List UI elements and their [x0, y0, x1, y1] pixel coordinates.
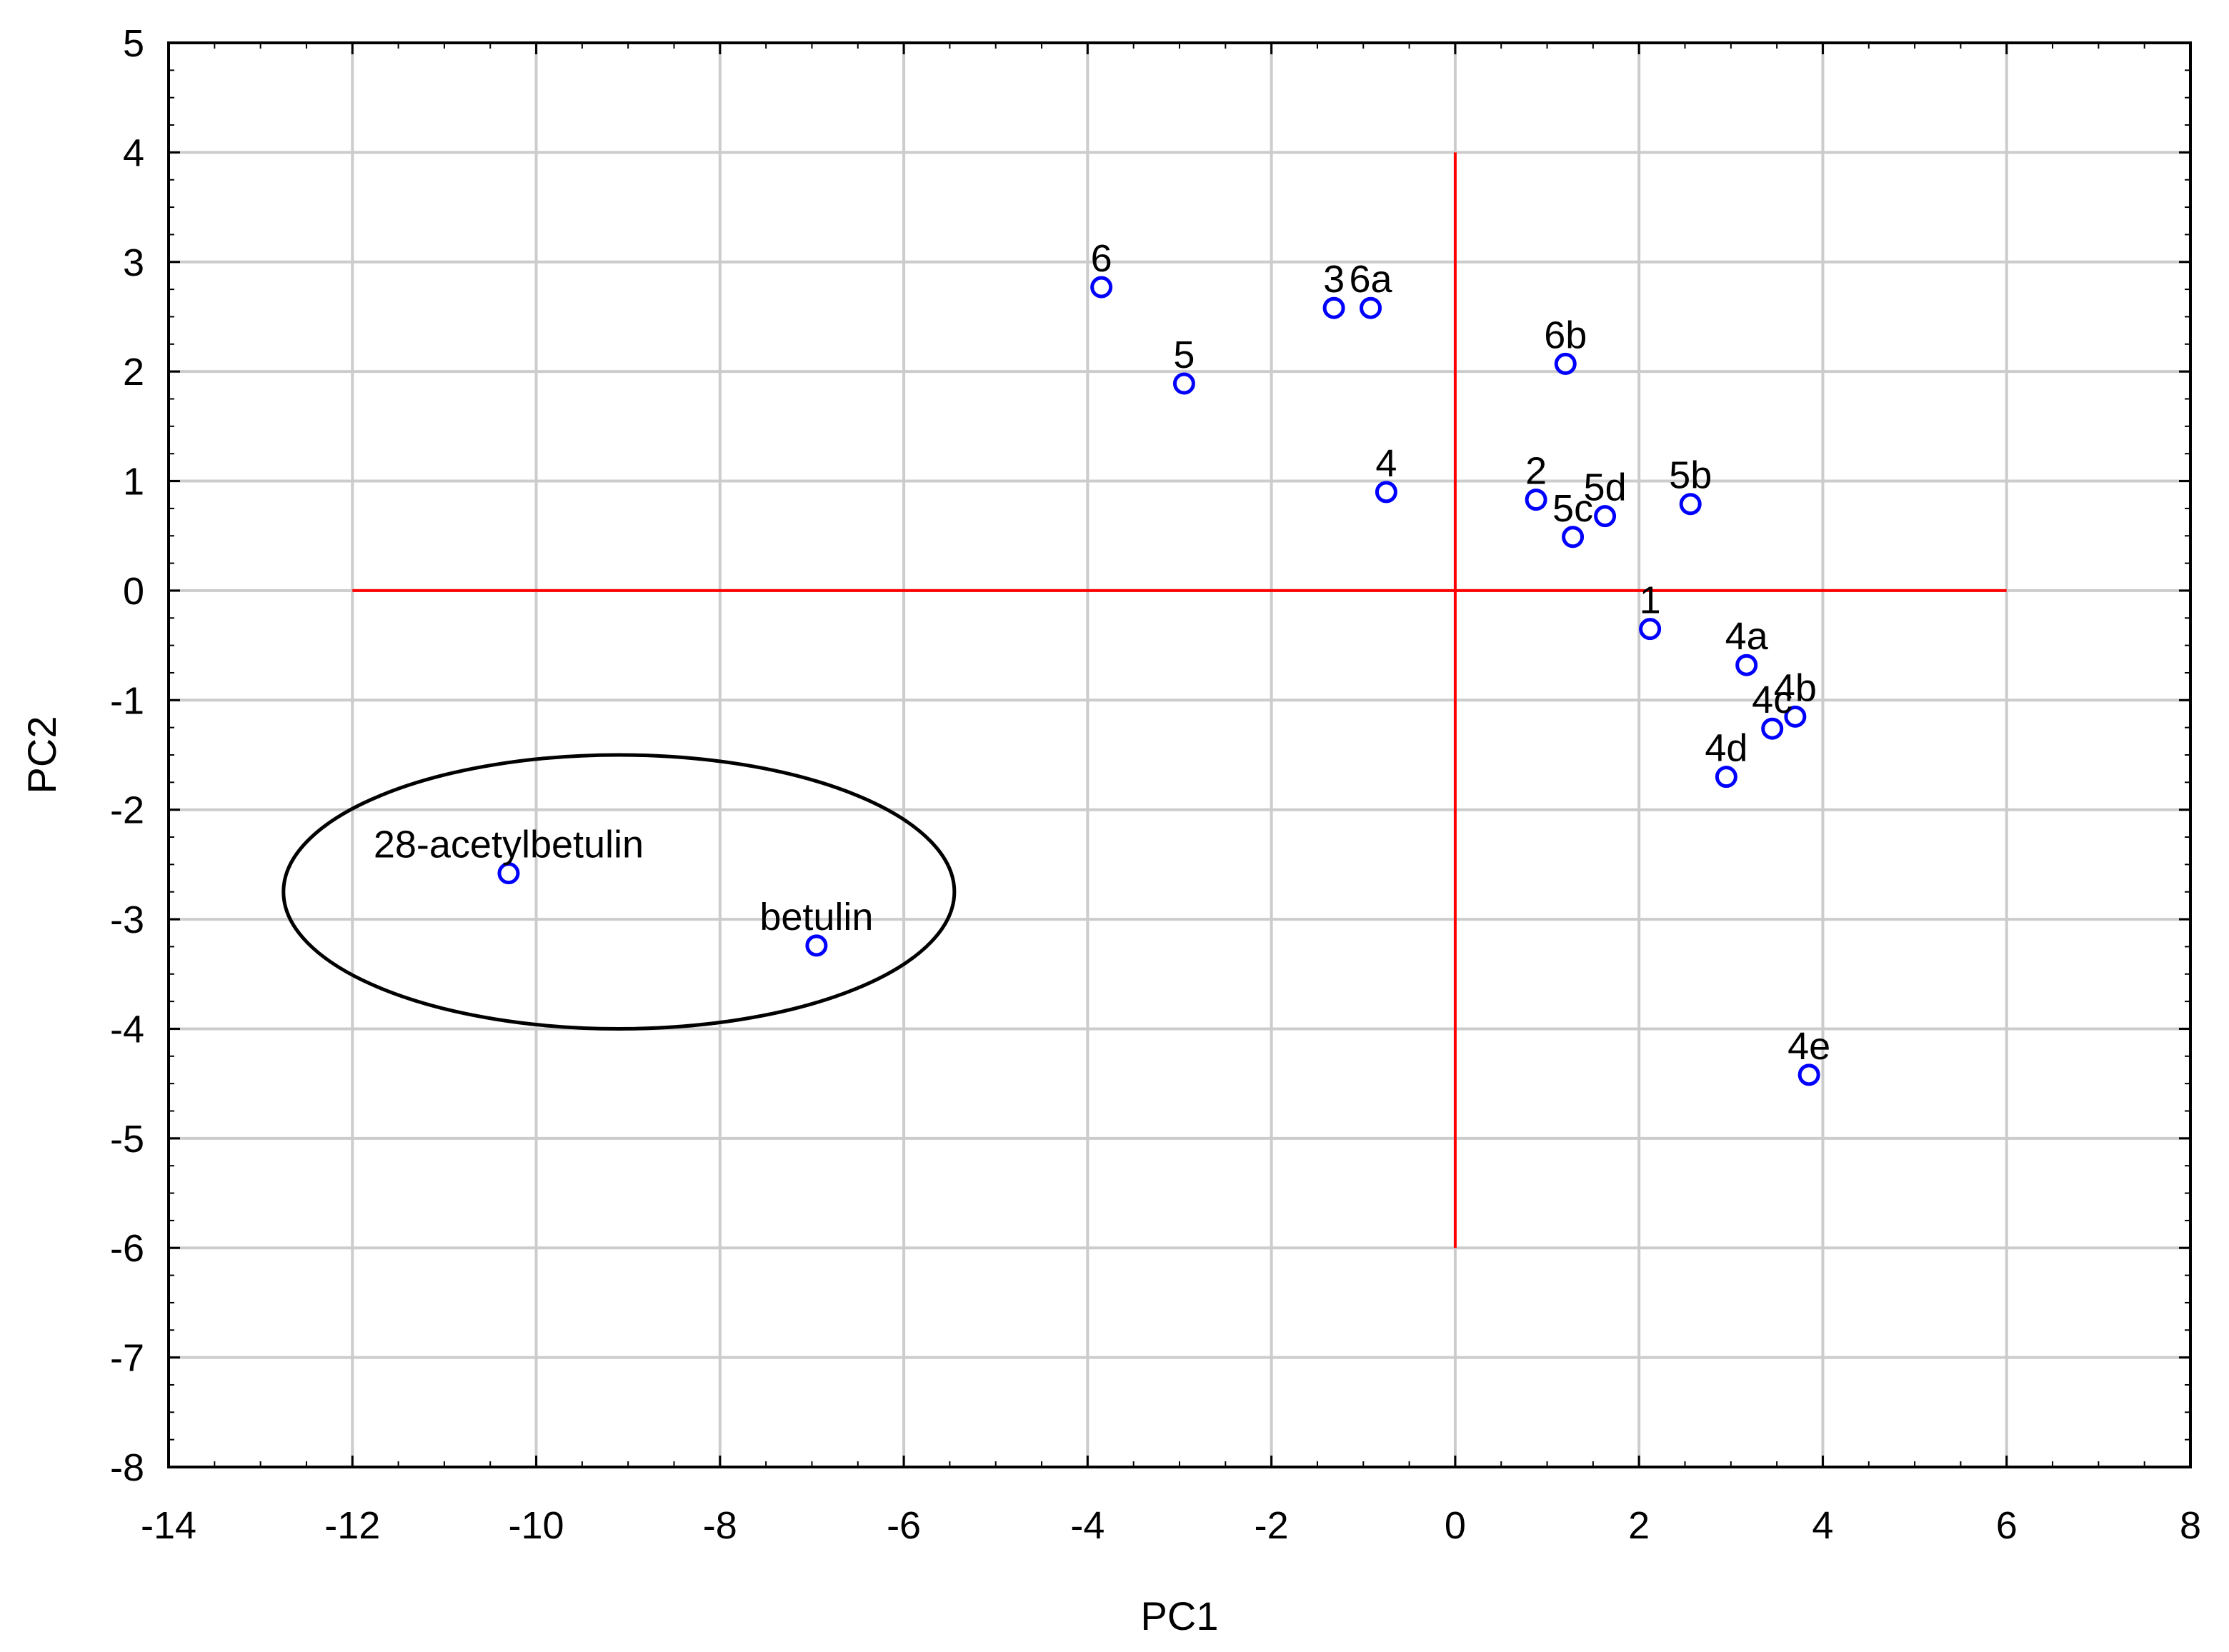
- y-tick-label: -6: [110, 1227, 144, 1270]
- point-label: 4a: [1725, 615, 1769, 658]
- y-tick-label: 2: [123, 351, 144, 394]
- y-axis-label: PC2: [19, 716, 64, 794]
- x-tick-label: -14: [141, 1504, 196, 1547]
- point-label: betulin: [759, 896, 873, 938]
- x-axis-label: PC1: [1141, 1593, 1219, 1638]
- point-label: 5b: [1669, 454, 1712, 497]
- x-tick-label: 0: [1445, 1504, 1466, 1547]
- data-point: [805, 934, 828, 957]
- grid-lines: [169, 43, 2190, 1467]
- ellipse-layer: [281, 753, 957, 1031]
- y-tick-label: -5: [110, 1118, 144, 1161]
- x-tick-label: -10: [509, 1504, 564, 1547]
- data-point: [1090, 276, 1113, 299]
- data-point: [1525, 489, 1547, 511]
- data-point: [1715, 766, 1737, 789]
- point-label: 4: [1375, 442, 1397, 485]
- data-point: [1562, 526, 1585, 549]
- point-label: 28-acetylbetulin: [374, 824, 644, 866]
- y-tick-label: 3: [123, 241, 144, 284]
- y-tick-labels: 5 4 3 2 1 0 -1 -2 -3 -4 -5 -6 -7 -8: [110, 22, 144, 1489]
- x-tick-label: -2: [1255, 1504, 1289, 1547]
- data-point: [497, 862, 520, 885]
- data-point: [1761, 717, 1784, 740]
- point-label: 5c: [1552, 487, 1593, 530]
- y-tick-label: 4: [123, 131, 144, 174]
- point-label: 2: [1525, 450, 1547, 493]
- y-tick-label: -3: [110, 898, 144, 941]
- data-point: [1172, 372, 1195, 395]
- x-tick-label: 6: [1996, 1504, 2018, 1547]
- highlight-ellipse: [281, 753, 957, 1031]
- x-tick-label: 2: [1628, 1504, 1650, 1547]
- point-label: 4b: [1774, 666, 1817, 709]
- x-tick-labels: -14 -12 -10 -8 -6 -4 -2 0 2 4 6 8: [141, 1504, 2201, 1547]
- data-point: [1375, 481, 1397, 504]
- reference-lines: [352, 152, 2007, 1248]
- data-point: [1322, 296, 1345, 319]
- data-point: [1797, 1063, 1820, 1086]
- point-label: 6: [1091, 237, 1112, 280]
- y-tick-label: -8: [110, 1446, 144, 1489]
- point-label: 4e: [1787, 1025, 1830, 1068]
- point-label: 5: [1173, 334, 1195, 376]
- point-label: 6b: [1544, 314, 1587, 356]
- data-point: [1784, 705, 1807, 728]
- x-tick-label: 8: [2180, 1504, 2201, 1547]
- y-tick-label: 5: [123, 22, 144, 65]
- axis-ticks: [167, 41, 2192, 1468]
- data-point: [1679, 493, 1702, 516]
- x-tick-label: -12: [324, 1504, 380, 1547]
- point-label: 1: [1640, 579, 1661, 622]
- point-label: 6a: [1350, 258, 1393, 301]
- y-tick-label: -1: [110, 679, 144, 722]
- x-tick-label: -4: [1070, 1504, 1104, 1547]
- data-point: [1360, 296, 1382, 319]
- point-label: 3: [1323, 258, 1345, 301]
- y-tick-label: -7: [110, 1337, 144, 1380]
- point-label: 5d: [1584, 466, 1627, 509]
- y-tick-label: 1: [123, 461, 144, 504]
- x-tick-label: -8: [703, 1504, 737, 1547]
- y-tick-label: -4: [110, 1008, 144, 1051]
- y-tick-label: 0: [123, 570, 144, 613]
- data-point: [1594, 505, 1617, 528]
- data-point: [1554, 352, 1577, 375]
- x-tick-label: -6: [887, 1504, 921, 1547]
- data-point: [1735, 654, 1758, 676]
- y-tick-label: -2: [110, 789, 144, 832]
- data-point: [1639, 618, 1662, 641]
- point-label: 4d: [1705, 727, 1747, 770]
- x-tick-label: 4: [1812, 1504, 1833, 1547]
- point-label: 4c: [1752, 679, 1792, 721]
- plot-frame: [167, 41, 2192, 1468]
